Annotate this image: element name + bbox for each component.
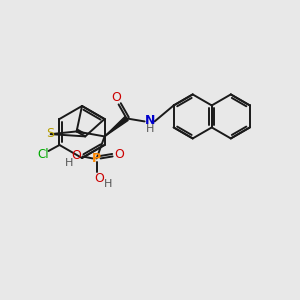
Text: N: N [144,114,155,127]
Text: P: P [92,152,101,165]
Text: O: O [95,172,104,185]
Text: H: H [146,124,154,134]
Polygon shape [105,116,128,136]
Text: O: O [112,91,122,104]
Text: S: S [46,127,54,140]
Text: H: H [64,158,73,168]
Text: O: O [115,148,124,161]
Text: O: O [72,149,82,162]
Text: Cl: Cl [38,148,49,161]
Text: H: H [103,179,112,189]
